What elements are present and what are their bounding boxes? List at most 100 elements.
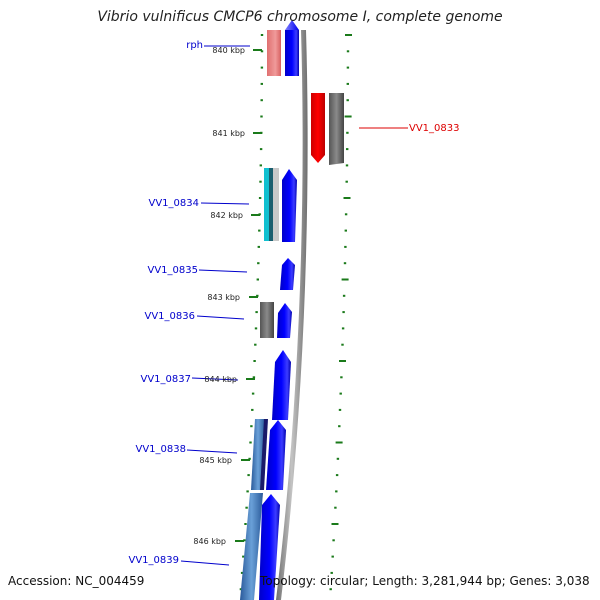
tick-mark (246, 490, 249, 493)
tick-mark (331, 555, 334, 558)
gene-labels: rph VV1_0833 VV1_0834 VV1_0835 VV1_0836 … (129, 40, 460, 566)
tick-label-840: 840 kbp (212, 46, 245, 55)
tick-mark (251, 408, 254, 411)
gene-vv1-0839-steel (240, 493, 263, 600)
label-rph[interactable]: rph (186, 40, 203, 51)
tick-mark (332, 539, 335, 542)
gene-vv1-0838-blue (266, 420, 286, 490)
tick-mark (244, 523, 247, 525)
tick-mark (256, 278, 259, 281)
tick-mark (335, 441, 343, 444)
gene-gray-0833 (329, 93, 344, 165)
tick-mark (341, 327, 345, 330)
tick-mark (329, 588, 332, 591)
tick-mark (344, 115, 352, 118)
gene-vv1-0834-blue (282, 169, 297, 242)
tick-mark (346, 66, 350, 69)
gene-vv1-0838-navy (260, 419, 268, 490)
label-vv1-0833[interactable]: VV1_0833 (409, 123, 460, 134)
tick-mark (253, 360, 256, 362)
tick-mark (341, 278, 349, 281)
gene-vv1-0834-teal (269, 168, 273, 241)
tick-mark (346, 99, 349, 102)
gene-leader-lines (180, 45, 408, 566)
chromosome-backbone (276, 30, 308, 600)
tick-mark (335, 474, 339, 477)
tick-mark (240, 571, 244, 574)
tick-mark (331, 523, 339, 525)
tick-mark (346, 82, 349, 85)
tick-label-845: 845 kbp (199, 456, 232, 465)
tick-mark (343, 262, 347, 265)
genome-summary-text: Topology: circular; Length: 3,281,944 bp… (260, 574, 590, 588)
tick-mark (334, 506, 337, 509)
tick-mark (247, 474, 250, 477)
tick-mark (259, 148, 263, 151)
label-vv1-0835[interactable]: VV1_0835 (148, 265, 199, 276)
tick-mark (344, 245, 347, 248)
accession-text: Accession: NC_004459 (8, 574, 145, 588)
tick-mark (345, 164, 349, 167)
tick-mark (249, 441, 252, 444)
tick-mark (338, 425, 341, 428)
tick-mark (344, 213, 348, 216)
tick-mark (342, 294, 346, 297)
tick-mark (257, 262, 260, 265)
tick-mark (342, 311, 345, 314)
tick-mark (346, 50, 350, 53)
gene-vv1-0839-blue (259, 494, 280, 600)
gene-vv1-0837 (272, 350, 291, 420)
tick-label-842: 842 kbp (210, 211, 243, 220)
position-ticks: 840 kbp 841 kbp 842 kbp 843 kbp 844 kbp … (193, 46, 262, 546)
tick-mark (336, 457, 340, 460)
tick-mark (260, 99, 263, 102)
tick-mark (343, 197, 351, 199)
label-vv1-0837[interactable]: VV1_0837 (141, 374, 192, 385)
tick-mark (330, 571, 333, 574)
tick-track-right (329, 34, 352, 591)
tick-label-844: 844 kbp (204, 375, 237, 384)
tick-mark (255, 311, 258, 314)
tick-mark (346, 148, 349, 151)
tick-mark (250, 425, 253, 428)
gene-rph (267, 30, 281, 76)
map-title: Vibrio vulnificus CMCP6 chromosome I, co… (97, 9, 503, 25)
gene-vv1-0835 (280, 258, 295, 290)
tick-label-841: 841 kbp (212, 129, 245, 138)
gene-blue-top-body (285, 30, 299, 76)
tick-label-846: 846 kbp (193, 537, 226, 546)
tick-mark (248, 457, 251, 460)
tick-mark (257, 245, 260, 248)
tick-mark (242, 555, 245, 558)
label-vv1-0838[interactable]: VV1_0838 (136, 444, 187, 455)
tick-mark (254, 343, 257, 346)
tick-mark (339, 392, 342, 395)
gene-vv1-0834-cyan (264, 168, 269, 241)
tick-mark (256, 294, 259, 297)
tick-mark (345, 180, 348, 183)
tick-mark (338, 408, 342, 411)
gene-vv1-0836-blue (277, 303, 292, 338)
tick-mark (258, 229, 261, 232)
tick-mark (259, 180, 262, 183)
tick-mark (243, 539, 246, 542)
tick-mark (254, 327, 258, 330)
gene-vv1-0833 (311, 93, 325, 163)
tick-mark (346, 131, 349, 134)
tick-mark (260, 82, 263, 85)
tick-mark (259, 164, 262, 167)
tick-mark (345, 34, 352, 36)
label-vv1-0839[interactable]: VV1_0839 (129, 555, 180, 566)
tick-mark (245, 506, 248, 509)
label-vv1-0834[interactable]: VV1_0834 (149, 198, 200, 209)
tick-mark (341, 343, 344, 346)
tick-mark (260, 50, 264, 53)
tick-mark (252, 376, 256, 379)
tick-mark (340, 376, 343, 379)
tick-mark (339, 360, 346, 362)
tick-mark (335, 490, 338, 493)
label-vv1-0836[interactable]: VV1_0836 (145, 311, 196, 322)
tick-mark (260, 34, 264, 36)
tick-mark (239, 588, 243, 591)
